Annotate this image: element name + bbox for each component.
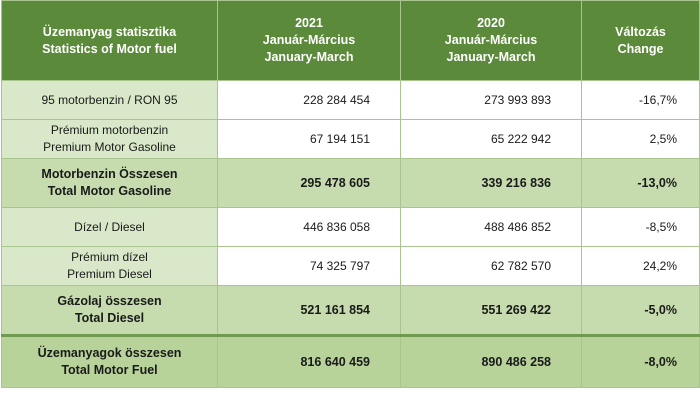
change-value: 2,5% <box>581 119 700 159</box>
value-2021: 228 284 454 <box>217 80 401 120</box>
change-value: -8,5% <box>581 207 700 247</box>
change-value: -13,0% <box>581 158 700 208</box>
change-value: -8,0% <box>581 334 700 388</box>
row-label: Dízel / Diesel <box>1 207 218 247</box>
row-label-line: 95 motorbenzin / RON 95 <box>41 92 178 107</box>
header-2020-year: 2020 <box>477 16 505 30</box>
row-label-line: Prémium dízel <box>71 250 148 264</box>
row-label: Prémium dízel Premium Diesel <box>1 246 218 286</box>
header-category-en: Statistics of Motor fuel <box>42 41 177 56</box>
change-value: 24,2% <box>581 246 700 286</box>
header-category-hu: Üzemanyag statisztika <box>42 24 177 39</box>
row-label: 95 motorbenzin / RON 95 <box>1 80 218 120</box>
row-label-line: Premium Motor Gasoline <box>43 140 176 154</box>
row-label-line: Total Diesel <box>74 311 145 325</box>
value-2020: 65 222 942 <box>400 119 582 159</box>
value-2021: 74 325 797 <box>217 246 401 286</box>
value-2020: 551 269 422 <box>400 285 582 336</box>
table-row: Dízel / Diesel 446 836 058 488 486 852 -… <box>1 207 700 247</box>
header-change-en: Change <box>617 41 664 56</box>
change-value: -5,0% <box>581 285 700 336</box>
value-2021: 446 836 058 <box>217 207 401 247</box>
row-label-line: Total Motor Fuel <box>61 363 158 377</box>
row-label-line: Total Motor Gasoline <box>47 184 172 198</box>
header-row: Üzemanyag statisztika Statistics of Moto… <box>1 0 700 81</box>
table-row-grand-total: Üzemanyagok összesen Total Motor Fuel 81… <box>1 334 700 388</box>
value-2020: 273 993 893 <box>400 80 582 120</box>
header-2021-period-hu: Január-Március <box>262 33 356 47</box>
row-label-line: Üzemanyagok összesen <box>37 346 182 360</box>
row-label-line: Premium Diesel <box>67 267 152 281</box>
header-2021-period-en: January-March <box>264 50 354 64</box>
row-label: Üzemanyagok összesen Total Motor Fuel <box>1 334 218 388</box>
value-2021: 816 640 459 <box>217 334 401 388</box>
table-row: Prémium dízel Premium Diesel 74 325 797 … <box>1 246 700 286</box>
table-row: 95 motorbenzin / RON 95 228 284 454 273 … <box>1 80 700 120</box>
value-2020: 890 486 258 <box>400 334 582 388</box>
header-2020-period-hu: Január-Március <box>444 33 538 47</box>
header-2020: 2020 Január-Március January-March <box>400 0 582 81</box>
change-value: -16,7% <box>581 80 700 120</box>
value-2020: 339 216 836 <box>400 158 582 208</box>
header-change-hu: Változás <box>615 24 666 39</box>
value-2021: 521 161 854 <box>217 285 401 336</box>
row-label: Gázolaj összesen Total Diesel <box>1 285 218 336</box>
fuel-statistics-table: Üzemanyag statisztika Statistics of Moto… <box>1 0 700 388</box>
value-2020: 62 782 570 <box>400 246 582 286</box>
value-2020: 488 486 852 <box>400 207 582 247</box>
header-change: Változás Change <box>581 0 700 81</box>
table-row-subtotal: Gázolaj összesen Total Diesel 521 161 85… <box>1 285 700 336</box>
row-label-line: Motorbenzin Összesen <box>41 167 178 181</box>
row-label-line: Dízel / Diesel <box>74 219 145 234</box>
header-2021: 2021 Január-Március January-March <box>217 0 401 81</box>
row-label: Prémium motorbenzin Premium Motor Gasoli… <box>1 119 218 159</box>
header-2021-year: 2021 <box>295 16 323 30</box>
header-2020-period-en: January-March <box>446 50 536 64</box>
table-row-subtotal: Motorbenzin Összesen Total Motor Gasolin… <box>1 158 700 208</box>
header-category: Üzemanyag statisztika Statistics of Moto… <box>1 0 218 81</box>
table-row: Prémium motorbenzin Premium Motor Gasoli… <box>1 119 700 159</box>
value-2021: 295 478 605 <box>217 158 401 208</box>
row-label-line: Gázolaj összesen <box>57 294 162 308</box>
row-label-line: Prémium motorbenzin <box>50 123 169 137</box>
value-2021: 67 194 151 <box>217 119 401 159</box>
row-label: Motorbenzin Összesen Total Motor Gasolin… <box>1 158 218 208</box>
